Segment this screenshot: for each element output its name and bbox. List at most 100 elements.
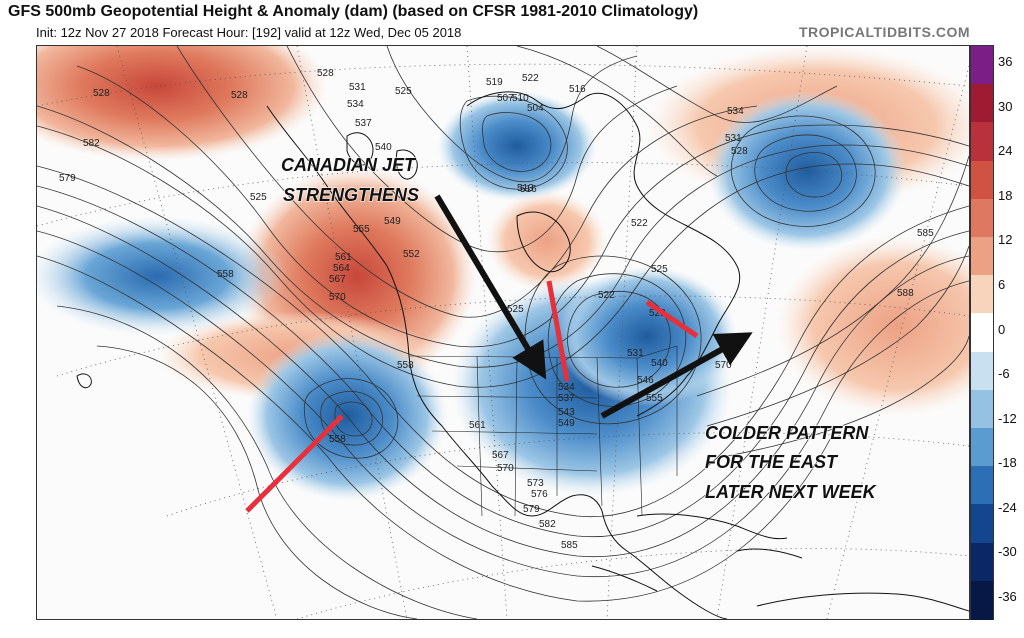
contour-label: 558 <box>217 269 234 280</box>
contour-label: 525 <box>651 264 668 275</box>
lat-lon-grid <box>37 46 969 619</box>
color-bar-label: 18 <box>998 188 1013 203</box>
color-bar-label: 0 <box>998 322 1006 337</box>
contour-label: 507 <box>497 93 514 104</box>
contour-label: 528 <box>317 68 334 79</box>
color-bar-label: 12 <box>998 232 1013 247</box>
color-bar-segment <box>971 199 993 238</box>
contour-label: 516 <box>569 84 586 95</box>
contour-label: 579 <box>59 173 76 184</box>
jet-arrow <box>434 194 547 380</box>
contour-label: 549 <box>558 418 575 429</box>
jet-annotation-line2: STRENGTHENS <box>283 185 419 205</box>
contour-label: 537 <box>558 393 575 404</box>
contour-label: 582 <box>83 138 100 149</box>
height-contours <box>37 46 969 619</box>
contour-label: 585 <box>917 228 934 239</box>
color-bar-label: 6 <box>998 277 1006 292</box>
contour-label: 546 <box>637 375 654 386</box>
contour-label: 531 <box>349 82 366 93</box>
color-bar-label: 30 <box>998 99 1013 114</box>
contour-label: 513 <box>517 183 534 194</box>
color-bar-label: 24 <box>998 143 1013 158</box>
anomaly-shading <box>37 46 969 501</box>
color-bar-segment <box>971 543 993 582</box>
map-subtitle: Init: 12z Nov 27 2018 Forecast Hour: [19… <box>36 25 462 40</box>
color-bar-segment <box>971 428 993 467</box>
contour-label: 528 <box>231 90 248 101</box>
contour-label: 516 <box>520 184 537 195</box>
trough-axis-marker <box>245 414 344 513</box>
contour-label: 519 <box>486 77 503 88</box>
anomaly-map: 582 579 528 528 531 534 537 540 525 549 … <box>37 46 969 619</box>
contour-label: 531 <box>725 133 742 144</box>
color-bar-label: -30 <box>998 544 1017 559</box>
contour-label: 561 <box>335 252 352 263</box>
coastlines <box>76 91 969 619</box>
jet-annotation-line1: CANADIAN JET <box>281 155 417 175</box>
contour-label: 588 <box>897 288 914 299</box>
color-bar-segment <box>971 466 993 505</box>
contour-label: 528 <box>731 146 748 157</box>
contour-label: 567 <box>492 450 509 461</box>
contour-label: 552 <box>403 249 420 260</box>
contour-label: 570 <box>715 360 732 371</box>
color-bar-segment <box>971 84 993 123</box>
contour-label: 528 <box>649 308 666 319</box>
contour-label: 534 <box>347 99 364 110</box>
pattern-annotation-line3: LATER NEXT WEEK <box>705 482 878 502</box>
color-bar-label: 36 <box>998 54 1013 69</box>
contour-labels: 582 579 528 528 531 534 537 540 525 549 … <box>59 68 934 551</box>
color-bar-segment <box>971 390 993 429</box>
contour-label: 522 <box>631 218 648 229</box>
contour-label: 570 <box>329 292 346 303</box>
eastward-arrow <box>600 332 753 419</box>
contour-label: 561 <box>469 420 486 431</box>
color-bar-label: -12 <box>998 411 1017 426</box>
annotation-markers <box>245 194 753 513</box>
contour-label: 576 <box>531 489 548 500</box>
contour-label: 555 <box>646 393 663 404</box>
color-bar-label: -18 <box>998 455 1017 470</box>
color-bar-segment <box>971 46 993 85</box>
contour-label: 540 <box>375 142 392 153</box>
contour-label: 567 <box>329 274 346 285</box>
contour-label: 543 <box>558 407 575 418</box>
contour-label: 537 <box>355 118 372 129</box>
trough-axis-marker <box>645 299 699 339</box>
color-bar-segment <box>971 161 993 200</box>
color-bar-segment <box>971 122 993 161</box>
map-panel: 582 579 528 528 531 534 537 540 525 549 … <box>36 45 970 620</box>
contour-label: 525 <box>395 86 412 97</box>
color-bar-label: -6 <box>998 366 1010 381</box>
contour-label: 573 <box>527 478 544 489</box>
contour-label: 579 <box>523 504 540 515</box>
contour-label: 525 <box>250 192 267 203</box>
pattern-annotation-line2: FOR THE EAST <box>705 452 839 472</box>
site-credit: TROPICALTIDBITS.COM <box>798 24 970 40</box>
contour-label: 555 <box>353 224 370 235</box>
contour-label: 585 <box>561 540 578 551</box>
contour-label: 534 <box>558 382 575 393</box>
contour-label: 528 <box>93 88 110 99</box>
contour-label: 549 <box>384 216 401 227</box>
color-bar-segment <box>971 275 993 314</box>
contour-label: 540 <box>651 358 668 369</box>
contour-label: 510 <box>512 93 529 104</box>
trough-axis-marker <box>546 280 570 382</box>
color-bar-segment <box>971 313 993 352</box>
color-bar-segment <box>971 581 993 620</box>
contour-label: 558 <box>329 434 346 445</box>
contour-label: 564 <box>333 263 350 274</box>
contour-label: 531 <box>627 348 644 359</box>
state-borders <box>408 345 678 517</box>
contour-label: 522 <box>522 73 539 84</box>
pattern-annotation-line1: COLDER PATTERN <box>705 423 869 443</box>
color-bar-segment <box>971 352 993 391</box>
map-title: GFS 500mb Geopotential Height & Anomaly … <box>8 3 699 20</box>
contour-label: 570 <box>497 463 514 474</box>
color-bar-segment <box>971 237 993 276</box>
contour-label: 582 <box>539 519 556 530</box>
contour-label: 558 <box>397 360 414 371</box>
color-bar-segment <box>971 504 993 543</box>
